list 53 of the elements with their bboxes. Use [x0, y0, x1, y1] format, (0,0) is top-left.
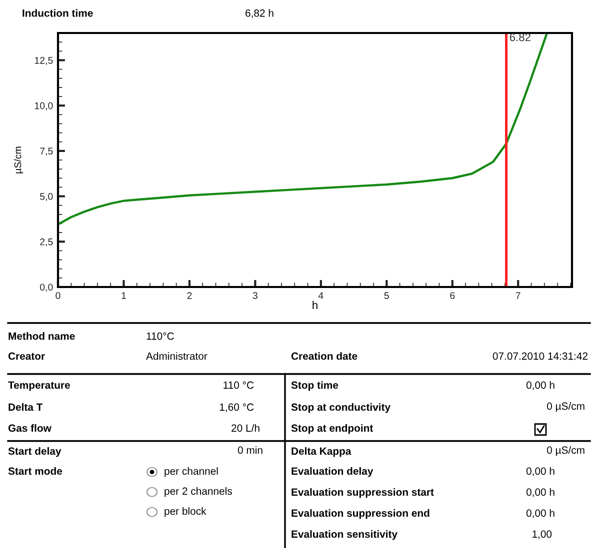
text: per channel — [164, 467, 218, 477]
text: Delta Kappa — [292, 447, 352, 457]
text: 0 µS/cm — [546, 402, 584, 412]
text: 1,00 — [532, 530, 552, 540]
text: Creator — [8, 352, 45, 360]
text: 07.07.2010 14:31:42 — [492, 352, 588, 360]
text: Start mode — [8, 467, 62, 475]
text: Method name — [8, 332, 75, 340]
text: per 2 channels — [164, 487, 232, 497]
text: 0,00 h — [526, 488, 554, 498]
text: 0 min — [238, 446, 262, 454]
y-tick-label: 7,5 — [40, 148, 53, 156]
y-tick-label: 2,5 — [40, 238, 53, 246]
text: Creation date — [291, 352, 358, 360]
y-tick-label: 5,0 — [40, 193, 53, 202]
text: Induction time — [22, 9, 93, 17]
x-axis-title: h — [312, 300, 318, 309]
text: Administrator — [146, 352, 208, 360]
text: 0,00 h — [526, 381, 554, 390]
text: 20 L/h — [232, 424, 260, 432]
text: Evaluation delay — [292, 467, 374, 477]
text: Delta T — [8, 403, 43, 411]
text: 6,82 h — [246, 9, 274, 18]
y-tick-label: 0,0 — [40, 284, 53, 292]
x-tick-label: 5 — [384, 292, 389, 299]
x-tick-label: 1 — [122, 292, 126, 299]
text: Evaluation sensitivity — [292, 530, 398, 540]
text: 0,00 h — [526, 509, 554, 518]
x-tick-label: 3 — [252, 292, 258, 299]
text: 110 °C — [224, 381, 254, 389]
y-tick-label: 10,0 — [34, 102, 53, 110]
ref-line-label: 6.82 — [510, 33, 530, 42]
text: Evaluation suppression end — [292, 509, 430, 519]
x-tick-label: 2 — [187, 292, 192, 299]
text: 1,60 °C — [220, 403, 254, 412]
y-tick-label: 12,5 — [34, 56, 53, 65]
x-tick-label: 6 — [450, 292, 455, 299]
text: per block — [164, 507, 206, 517]
x-tick-label: 4 — [318, 292, 324, 299]
x-tick-label: 7 — [516, 292, 520, 299]
x-tick-label: 0 — [56, 292, 60, 299]
text: 110°C — [146, 332, 174, 340]
text: Stop time — [291, 381, 338, 391]
text: Stop at endpoint — [291, 424, 374, 434]
text: Temperature — [8, 382, 70, 391]
text: Stop at conductivity — [291, 403, 390, 413]
text: 0,00 h — [526, 467, 554, 476]
line-series — [58, 33, 548, 226]
text: Gas flow — [8, 424, 52, 432]
text: Start delay — [8, 447, 62, 457]
text: Evaluation suppression start — [292, 488, 434, 498]
text: 0 µS/cm — [546, 446, 584, 456]
y-axis-title: µS/cm — [14, 146, 24, 174]
